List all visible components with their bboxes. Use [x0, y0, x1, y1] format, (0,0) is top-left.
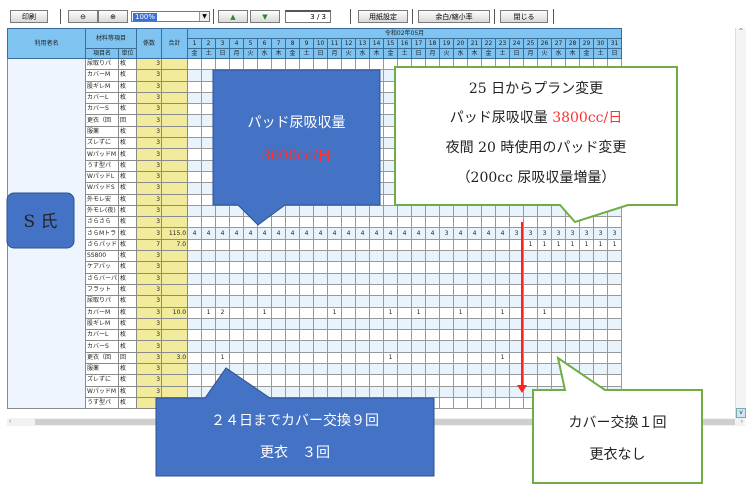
pad-absorption-label: パッド尿吸収量 — [247, 115, 346, 131]
header-total: 合計 — [161, 28, 189, 59]
user-label: S 氏 — [23, 212, 58, 232]
close-button[interactable]: 閉じる — [500, 10, 548, 23]
before-24-callout — [155, 367, 435, 477]
zoom-value: 100% — [133, 13, 158, 21]
total-cell: 7.0 — [161, 238, 189, 252]
arrow-down-icon: ▼ — [262, 13, 268, 21]
table-row: さらバーパ枚 3 — [8, 272, 623, 285]
scroll-up-icon[interactable]: ^ — [738, 28, 744, 35]
print-button[interactable]: 印刷 — [10, 10, 48, 23]
day-cell[interactable]: 4 — [467, 227, 483, 240]
header-row: 1 2 3 4 5 6 7 8 9 10 11 12 13 14 15 16 17 18 19 20 21 22 23 24 2… — [8, 38, 623, 49]
user-label-box — [6, 192, 75, 249]
arrow-up-icon: ▲ — [230, 13, 236, 21]
toolbar-separator — [553, 9, 554, 24]
scroll-down-icon[interactable]: v — [736, 408, 746, 418]
table-row: ズレずに枚 3 — [8, 374, 623, 387]
zoom-in-icon: ⊕ — [110, 13, 116, 21]
table-row: 股ギレM 枚 3 — [8, 317, 623, 331]
table-row: カバーL 枚 3 — [8, 329, 623, 342]
table-row: 尿取りパ枚 3 — [8, 295, 623, 308]
item-name-cell: うす型パ — [84, 396, 120, 410]
table-row: SS800 枚 3 — [8, 250, 623, 263]
zoom-select[interactable]: 100% ▼ — [131, 11, 210, 22]
table-row: 服薬枚 3 — [8, 363, 623, 376]
scroll-left-icon[interactable]: ‹ — [9, 418, 12, 425]
coefficient-cell: 3 — [136, 204, 163, 218]
header-row: 利用者名 材料等項目 係数 合計 令和02年05月 — [7, 28, 623, 59]
chevron-down-icon[interactable]: ▼ — [199, 12, 209, 21]
zoom-in-button[interactable]: ⊕ — [98, 10, 128, 23]
header-coefficient: 係数 — [136, 28, 163, 59]
item-name-cell: カバーM — [84, 306, 120, 319]
toolbar-separator — [60, 9, 61, 24]
paper-setup-button[interactable]: 用紙設定 — [358, 10, 408, 23]
plan-change-line2-value: 3800cc/日 — [552, 110, 623, 126]
prev-page-button[interactable]: ▲ — [218, 10, 248, 23]
pad-absorption-callout — [212, 69, 381, 226]
page-indicator[interactable]: 3 / 3 — [285, 10, 331, 23]
plan-change-line1: 25 日からプラン変更 — [468, 81, 604, 97]
table-row: さらMトラ枚 3 115.0 4 4 4 4 4 4 4 4 4 4 4 4 4 4 4 4 4 4 3 4 4 4 4 3 3 3 3 3… — [8, 227, 623, 240]
toolbar-separator — [213, 9, 214, 24]
after-25-line2: 更衣なし — [589, 447, 646, 463]
before-24-line1: ２４日までカバー交換９回 — [211, 413, 379, 429]
toolbar-separator — [494, 9, 495, 24]
plan-change-line2-prefix: パッド尿吸収量 — [449, 110, 553, 126]
vertical-scrollbar[interactable]: ^ v — [735, 28, 746, 418]
plan-change-line3: 夜間 20 時使用のパッド変更 — [445, 140, 627, 156]
before-24-line2: 更衣 ３回 — [260, 445, 330, 461]
toolbar-separator — [412, 9, 413, 24]
plan-change-line2: パッド尿吸収量 3800cc/日 — [395, 107, 677, 127]
arrow-down-icon — [517, 385, 527, 393]
next-page-button[interactable]: ▼ — [250, 10, 280, 23]
plan-change-line4: （200cc 尿吸収量増量） — [456, 170, 616, 186]
plan-change-callout — [394, 66, 678, 224]
header-material-items: 材料等項目 — [84, 28, 138, 49]
table-row: カバーM 枚 3 10.0 1 2 1 1 1 1 1 1 1 — [8, 306, 623, 319]
plan-change-marker-line — [521, 222, 523, 387]
after-25-callout — [532, 355, 703, 484]
margin-scale-button[interactable]: 余白/縮小率 — [418, 10, 490, 23]
pad-absorption-value: 3600cc/日 — [261, 148, 332, 164]
after-25-line1: カバー交換１回 — [568, 415, 667, 431]
zoom-out-button[interactable]: ⊖ — [68, 10, 98, 23]
toolbar-separator — [350, 9, 351, 24]
zoom-out-icon: ⊖ — [80, 13, 86, 21]
scroll-right-icon[interactable]: › — [740, 418, 743, 425]
day-cell[interactable]: 4 — [369, 227, 385, 240]
